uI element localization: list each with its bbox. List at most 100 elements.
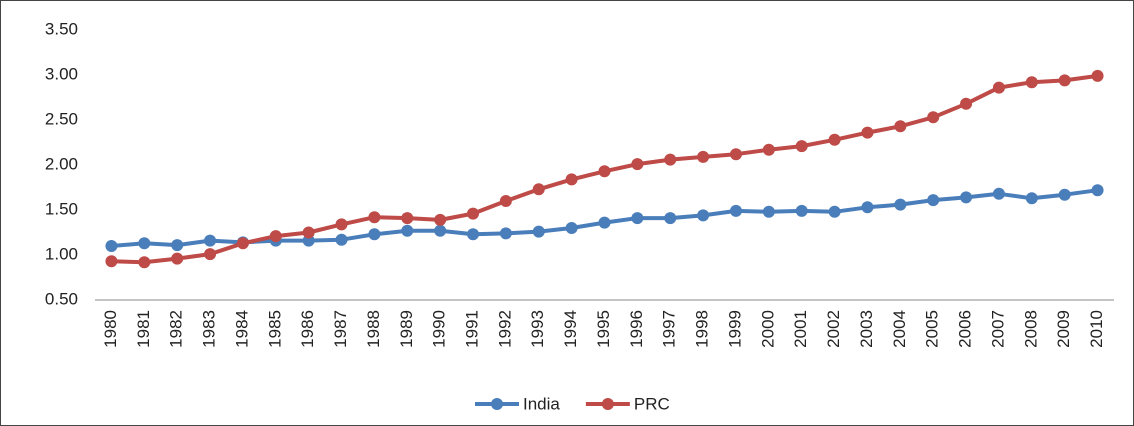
data-point bbox=[1025, 76, 1038, 89]
x-tick-label: 1998 bbox=[693, 310, 712, 348]
data-point bbox=[368, 211, 381, 224]
data-point bbox=[631, 158, 644, 171]
x-tick-label: 2007 bbox=[988, 310, 1007, 348]
x-tick-label: 1982 bbox=[167, 310, 186, 348]
data-point bbox=[204, 234, 217, 247]
x-tick-label: 2009 bbox=[1054, 310, 1073, 348]
x-tick-label: 1994 bbox=[561, 310, 580, 348]
y-tick-label: 1.50 bbox=[45, 199, 78, 218]
data-point bbox=[729, 204, 742, 217]
x-tick-label: 1992 bbox=[495, 310, 514, 348]
data-point bbox=[861, 126, 874, 139]
data-point bbox=[1025, 192, 1038, 205]
data-point bbox=[401, 212, 414, 225]
data-point bbox=[697, 209, 710, 222]
data-point bbox=[664, 153, 677, 166]
data-point bbox=[565, 173, 578, 186]
x-tick-label: 2002 bbox=[824, 310, 843, 348]
data-point bbox=[927, 194, 940, 207]
data-point bbox=[1058, 74, 1071, 87]
data-point bbox=[302, 226, 315, 239]
data-point bbox=[368, 228, 381, 241]
data-point bbox=[105, 240, 118, 252]
data-point bbox=[894, 198, 907, 211]
x-tick-label: 2003 bbox=[857, 310, 876, 348]
x-tick-label: 2008 bbox=[1021, 310, 1040, 348]
x-tick-label: 2010 bbox=[1087, 310, 1106, 348]
x-tick-label: 1997 bbox=[660, 310, 679, 348]
x-tick-label: 1983 bbox=[200, 310, 219, 348]
data-point bbox=[434, 224, 447, 237]
data-point bbox=[138, 256, 151, 269]
data-point bbox=[532, 183, 545, 196]
data-point bbox=[335, 218, 348, 231]
data-point bbox=[598, 216, 611, 229]
x-tick-label: 2004 bbox=[890, 310, 909, 348]
data-point bbox=[894, 120, 907, 133]
data-point bbox=[499, 195, 512, 207]
data-point bbox=[664, 212, 677, 225]
data-point bbox=[138, 237, 151, 250]
data-point bbox=[171, 239, 184, 252]
data-point bbox=[762, 205, 775, 218]
data-point bbox=[204, 248, 217, 261]
x-tick-label: 1996 bbox=[627, 310, 646, 348]
data-point bbox=[729, 148, 742, 161]
data-point bbox=[828, 133, 841, 146]
y-tick-label: 3.00 bbox=[45, 64, 78, 83]
data-point bbox=[236, 237, 249, 250]
data-point bbox=[532, 225, 545, 238]
data-point bbox=[1058, 188, 1071, 201]
data-point bbox=[795, 204, 808, 217]
x-tick-label: 1995 bbox=[594, 310, 613, 348]
data-point bbox=[1091, 184, 1104, 197]
data-point bbox=[598, 165, 611, 178]
legend-label: India bbox=[523, 394, 560, 413]
y-tick-label: 3.50 bbox=[45, 19, 78, 38]
x-tick-label: 1991 bbox=[463, 310, 482, 348]
data-point bbox=[467, 228, 480, 241]
x-tick-label: 2005 bbox=[923, 310, 942, 348]
data-point bbox=[565, 222, 578, 234]
data-point bbox=[960, 97, 973, 110]
data-point bbox=[992, 81, 1005, 94]
data-point bbox=[171, 252, 184, 265]
x-tick-label: 1987 bbox=[331, 310, 350, 348]
y-tick-label: 1.00 bbox=[45, 244, 78, 263]
x-tick-label: 1980 bbox=[101, 310, 120, 348]
legend-marker bbox=[601, 398, 614, 410]
data-point bbox=[960, 191, 973, 204]
x-tick-label: 1981 bbox=[134, 310, 153, 348]
x-tick-label: 1986 bbox=[298, 310, 317, 348]
x-tick-label: 1990 bbox=[430, 310, 449, 348]
data-point bbox=[697, 150, 710, 163]
data-point bbox=[762, 143, 775, 156]
data-point bbox=[499, 227, 512, 240]
x-tick-label: 1999 bbox=[725, 310, 744, 348]
y-tick-label: 2.00 bbox=[45, 154, 78, 173]
data-point bbox=[795, 140, 808, 153]
x-tick-label: 2001 bbox=[791, 310, 810, 348]
data-point bbox=[631, 212, 644, 225]
data-point bbox=[105, 255, 118, 268]
y-tick-label: 0.50 bbox=[45, 289, 78, 308]
x-tick-label: 2006 bbox=[956, 310, 975, 348]
legend-label: PRC bbox=[634, 394, 670, 413]
legend-marker bbox=[491, 398, 503, 410]
data-point bbox=[467, 207, 480, 220]
y-tick-label: 2.50 bbox=[45, 109, 78, 128]
data-point bbox=[828, 205, 841, 218]
x-tick-label: 1984 bbox=[232, 310, 251, 348]
x-tick-label: 1993 bbox=[528, 310, 547, 348]
x-tick-label: 2000 bbox=[758, 310, 777, 348]
data-point bbox=[861, 201, 874, 214]
data-point bbox=[992, 187, 1005, 200]
x-tick-label: 1988 bbox=[364, 310, 383, 348]
data-point bbox=[434, 213, 447, 226]
data-point bbox=[335, 233, 348, 246]
x-tick-label: 1989 bbox=[397, 310, 416, 348]
data-point bbox=[1091, 69, 1104, 82]
data-point bbox=[401, 224, 414, 237]
